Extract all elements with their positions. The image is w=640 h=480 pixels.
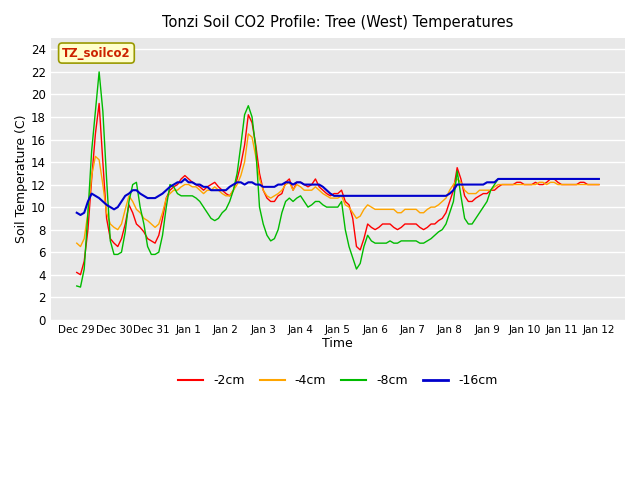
Legend: -2cm, -4cm, -8cm, -16cm: -2cm, -4cm, -8cm, -16cm bbox=[173, 370, 502, 392]
Title: Tonzi Soil CO2 Profile: Tree (West) Temperatures: Tonzi Soil CO2 Profile: Tree (West) Temp… bbox=[162, 15, 513, 30]
Text: TZ_soilco2: TZ_soilco2 bbox=[62, 47, 131, 60]
X-axis label: Time: Time bbox=[323, 337, 353, 350]
Y-axis label: Soil Temperature (C): Soil Temperature (C) bbox=[15, 115, 28, 243]
